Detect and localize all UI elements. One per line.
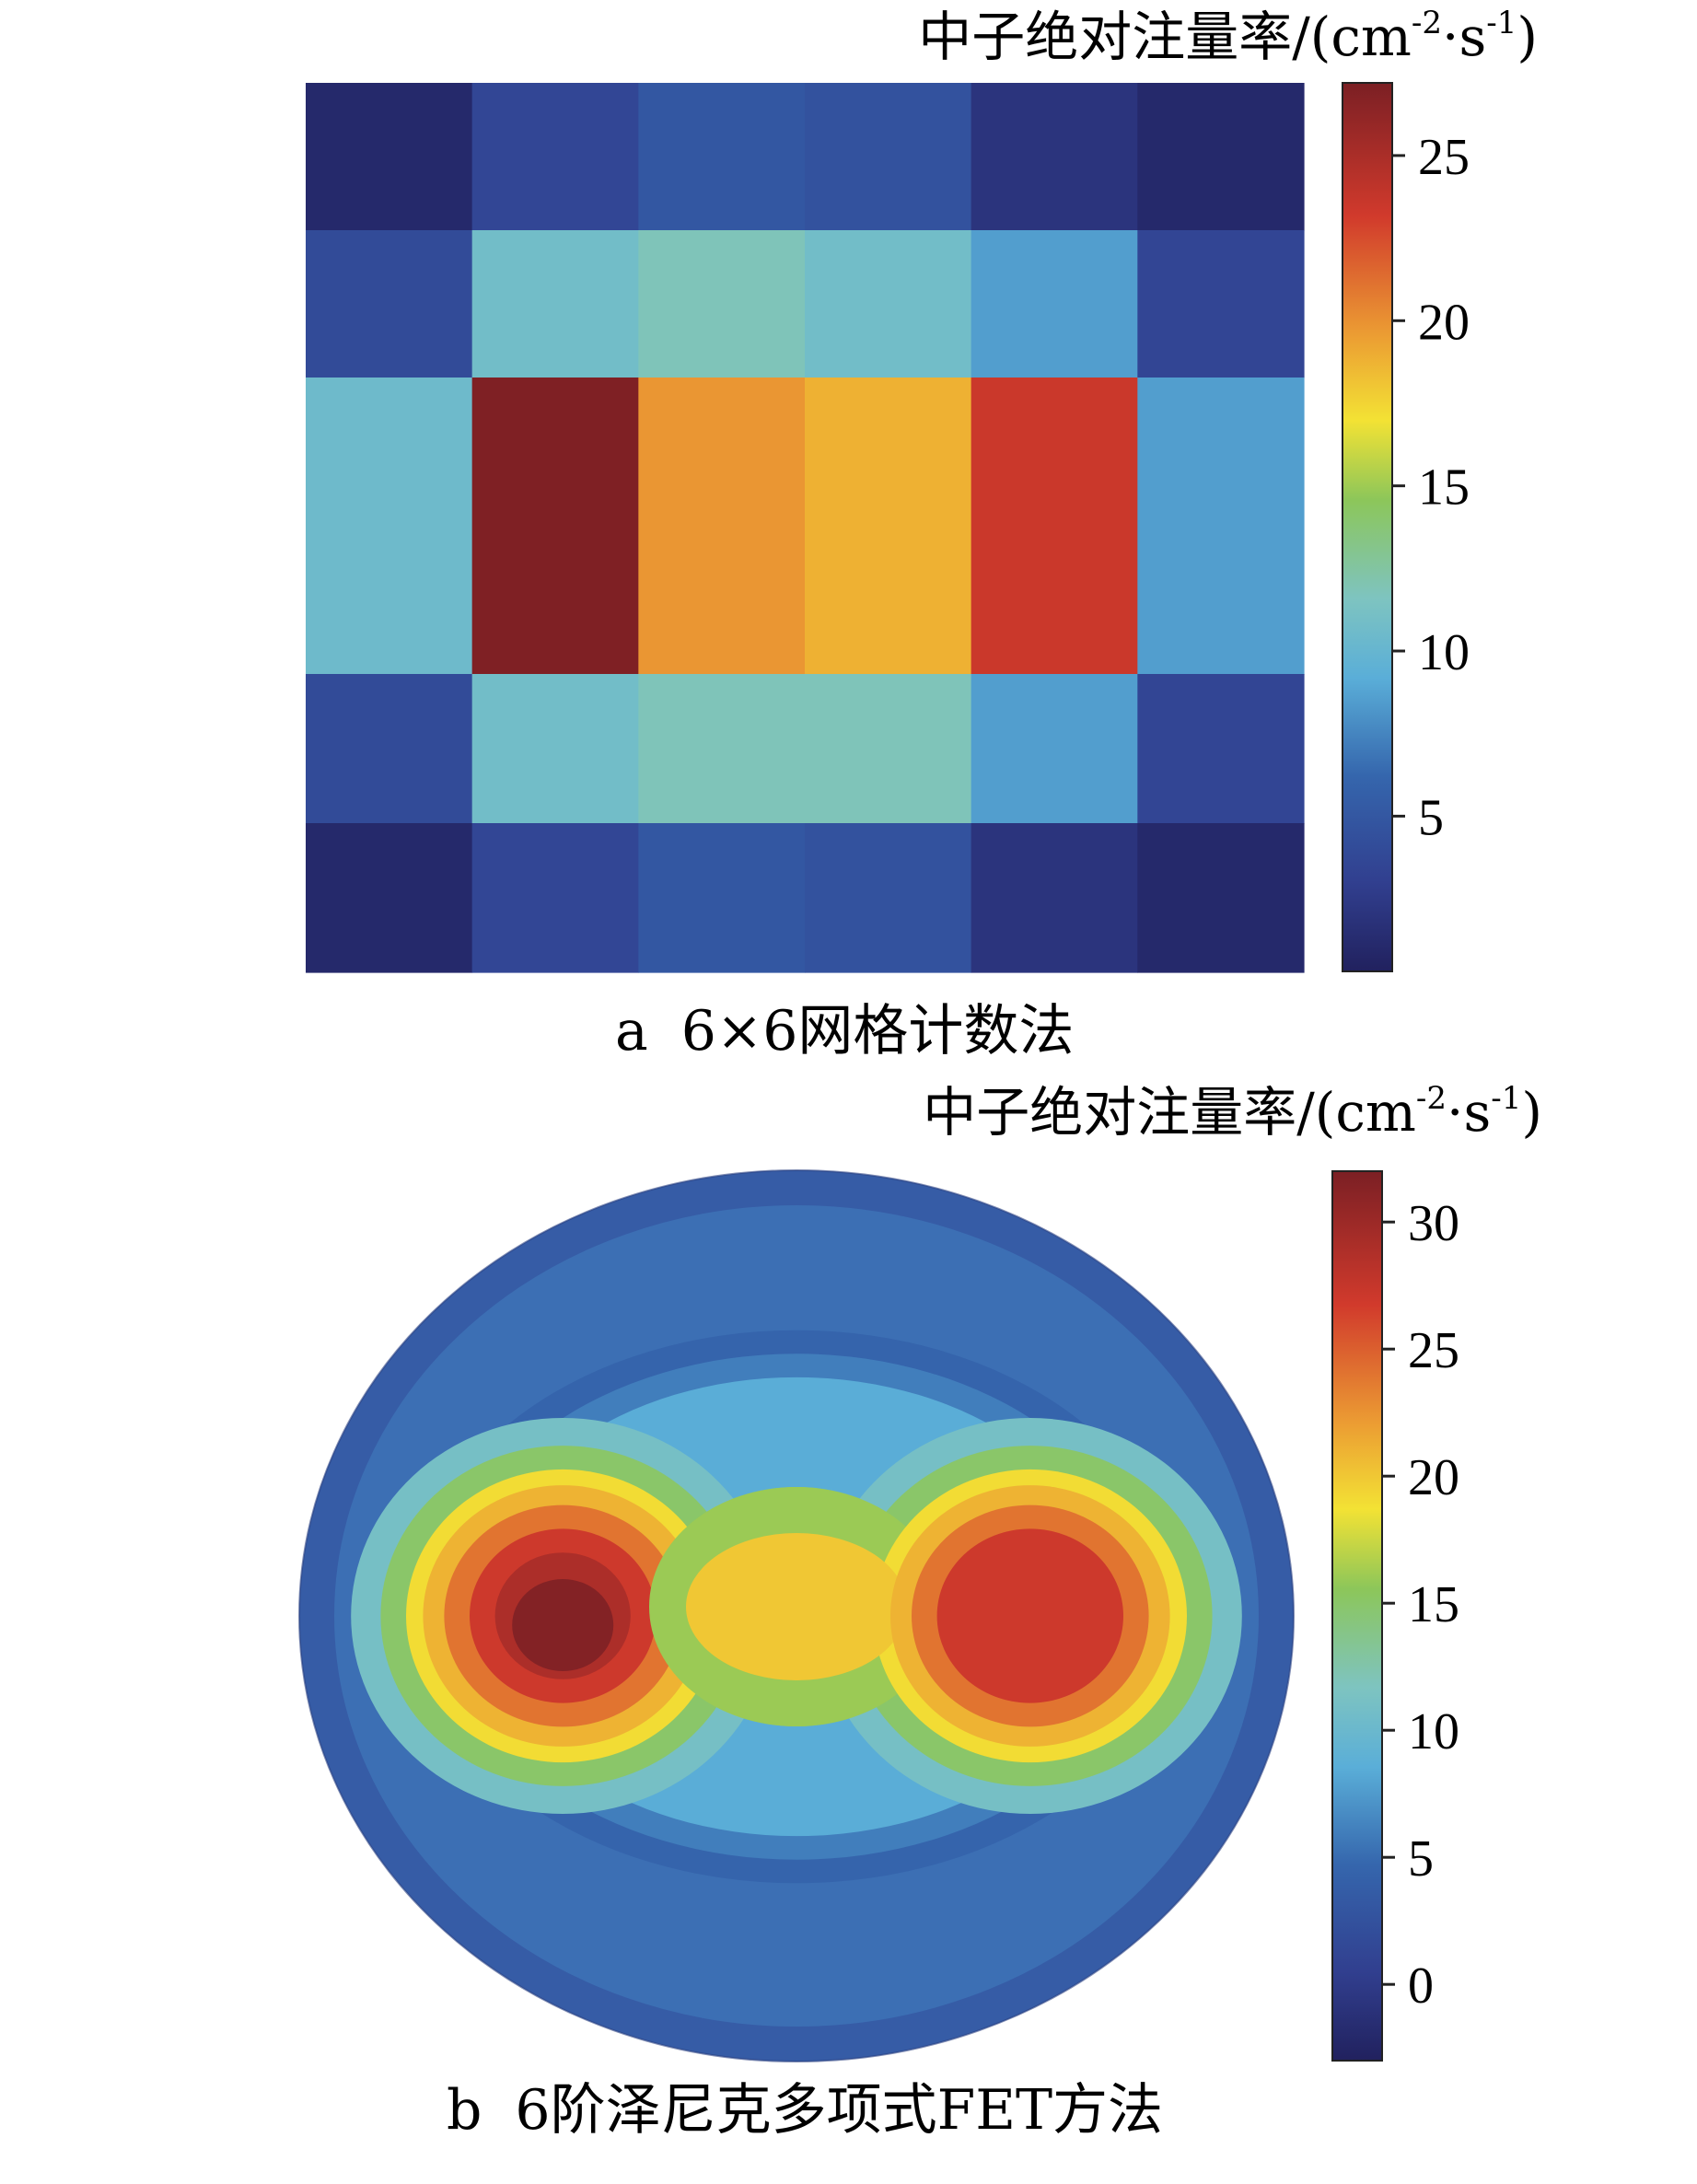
panel-b-colorbar [1331, 1170, 1383, 2062]
colorbar-tick-label: 5 [1418, 789, 1444, 846]
heatmap-cell [971, 83, 1138, 231]
colorbar-tick-label: 30 [1408, 1195, 1459, 1252]
colorbar-tick-label: 20 [1418, 294, 1470, 351]
colorbar-tick-label: 5 [1408, 1830, 1434, 1888]
panel-a-colorbar-label: 中子绝对注量率/(cm-2·s-1) [918, 5, 1538, 68]
panel-b: 中子绝对注量率/(cm-2·s-1) 0 5 10 15 20 25 30 b 6阶泽尼克多项… [298, 1080, 1542, 2143]
heatmap-cell [971, 823, 1138, 973]
panel-a-colorbar-ticks: 5 10 15 20 25 [1392, 129, 1470, 846]
panel-b-caption: b 6阶泽尼克多项式FET方法 [447, 2078, 1163, 2143]
colorbar-tick-label: 25 [1418, 129, 1470, 186]
panel-b-field [299, 1170, 1294, 2062]
field-contour [936, 1528, 1123, 1703]
heatmap-cell [1137, 823, 1305, 973]
heatmap-cell [306, 83, 473, 231]
panel-a-heatmap [306, 83, 1305, 973]
colorbar-tick-label: 0 [1408, 1957, 1434, 2015]
panel-b-colorbar-ticks: 0 5 10 15 20 25 30 [1382, 1195, 1459, 2015]
heatmap-cell [805, 378, 972, 675]
heatmap-cell [971, 674, 1138, 824]
heatmap-cell [306, 378, 473, 675]
heatmap-cell [971, 230, 1138, 378]
panel-a-colorbar [1342, 82, 1393, 972]
colorbar-tick-label: 25 [1408, 1322, 1459, 1379]
heatmap-cell [1137, 83, 1305, 231]
heatmap-cell [805, 83, 972, 231]
field-contour [686, 1533, 907, 1680]
field-contour [299, 1170, 1294, 2062]
panel-b-colorbar-label: 中子绝对注量率/(cm-2·s-1) [923, 1080, 1542, 1144]
colorbar-tick-label: 10 [1408, 1703, 1459, 1760]
panel-a-caption: a 6×6网格计数法 [615, 999, 1074, 1063]
panel-a: 中子绝对注量率/(cm-2·s-1) 5 10 15 20 25 a 6×6网格计数法 [306, 5, 1538, 1063]
heatmap-cell [638, 83, 806, 231]
heatmap-cell [638, 823, 806, 973]
heatmap-cell [306, 230, 473, 378]
colorbar-tick-label: 10 [1418, 624, 1470, 681]
heatmap-cell [805, 823, 972, 973]
colorbar-tick-label: 20 [1408, 1449, 1459, 1506]
heatmap-cell [638, 674, 806, 824]
colorbar-tick-label: 15 [1408, 1576, 1459, 1633]
colorbar-tick-label: 15 [1418, 459, 1470, 517]
heatmap-cell [805, 674, 972, 824]
heatmap-cell [638, 230, 806, 378]
heatmap-cell [306, 823, 473, 973]
heatmap-cell [471, 674, 639, 824]
heatmap-cell [638, 378, 806, 675]
heatmap-cell [471, 378, 639, 675]
heatmap-cell [471, 83, 639, 231]
heatmap-cell [971, 378, 1138, 675]
heatmap-cell [1137, 230, 1305, 378]
field-contours [299, 1170, 1294, 2062]
field-outline [298, 1169, 1295, 2062]
heatmap-cell [471, 230, 639, 378]
field-contour [512, 1579, 614, 1671]
heatmap-cell [1137, 674, 1305, 824]
heatmap-cell [1137, 378, 1305, 675]
heatmap-cell [306, 674, 473, 824]
heatmap-cell [805, 230, 972, 378]
heatmap-cell [471, 823, 639, 973]
